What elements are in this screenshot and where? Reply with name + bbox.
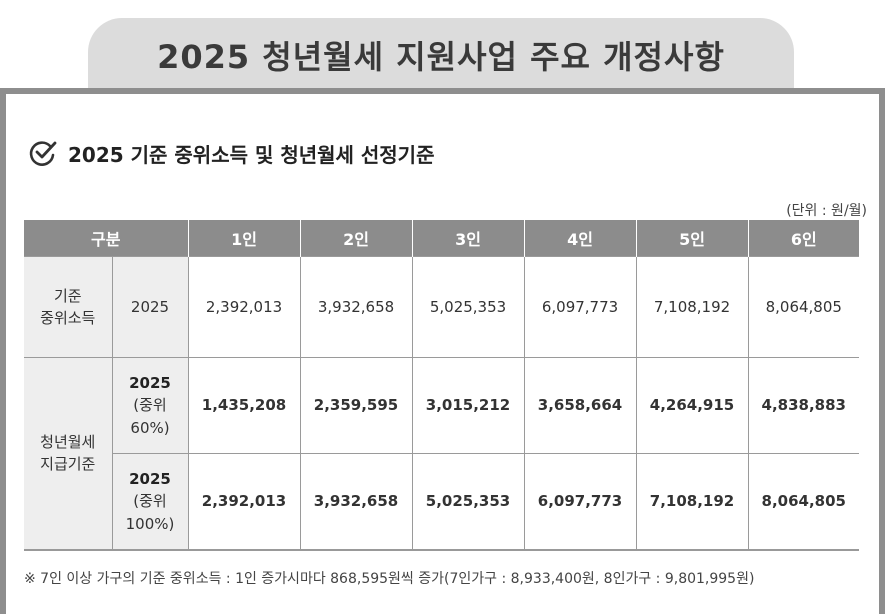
header-col: 4인 bbox=[523, 220, 637, 257]
table-cell: 3,932,658 bbox=[299, 256, 413, 358]
footnote: ※ 7인 이상 가구의 기준 중위소득 : 1인 증가시마다 868,595원씩… bbox=[24, 571, 755, 587]
table-cell: 2,392,013 bbox=[187, 453, 301, 550]
table-cell: 6,097,773 bbox=[523, 256, 637, 358]
table-cell: 3,015,212 bbox=[411, 357, 525, 454]
table-cell: 2,392,013 bbox=[187, 256, 301, 358]
row-category-median: 기준 중위소득 bbox=[24, 256, 113, 358]
table-header-row: 구분 1인 2인 3인 4인 5인 6인 bbox=[24, 220, 860, 257]
page-title: 2025 청년월세 지원사업 주요 개정사항 bbox=[157, 38, 725, 76]
table-cell: 7,108,192 bbox=[635, 256, 749, 358]
header-col: 5인 bbox=[635, 220, 749, 257]
content-panel: 2025 기준 중위소득 및 청년월세 선정기준 (단위 : 원/월) 구분 1… bbox=[0, 88, 885, 614]
check-circle-icon bbox=[29, 141, 57, 166]
table-cell: 5,025,353 bbox=[411, 256, 525, 358]
table-cell: 8,064,805 bbox=[747, 453, 860, 550]
row-sub-label: 2025 bbox=[111, 256, 189, 358]
table-cell: 1,435,208 bbox=[187, 357, 301, 454]
criteria-table: 구분 1인 2인 3인 4인 5인 6인 기준 중위소득 2025 2,392,… bbox=[24, 220, 860, 551]
section-title: 2025 기준 중위소득 및 청년월세 선정기준 bbox=[68, 142, 435, 167]
table-row: 청년월세 지급기준 2025 (중위 60%) 1,435,208 2,359,… bbox=[24, 357, 860, 550]
table-row: 기준 중위소득 2025 2,392,013 3,932,658 5,025,3… bbox=[24, 256, 860, 358]
header-col: 2인 bbox=[299, 220, 413, 257]
table-cell: 5,025,353 bbox=[411, 453, 525, 550]
header-col: 3인 bbox=[411, 220, 525, 257]
table-cell: 6,097,773 bbox=[523, 453, 637, 550]
header-col: 1인 bbox=[187, 220, 301, 257]
table-cell: 3,658,664 bbox=[523, 357, 637, 454]
row-category-support: 청년월세 지급기준 bbox=[24, 357, 113, 550]
table-cell: 7,108,192 bbox=[635, 453, 749, 550]
row-sub-label: 2025 (중위 60%) bbox=[111, 357, 189, 454]
header-category: 구분 bbox=[24, 220, 189, 257]
table-cell: 8,064,805 bbox=[747, 256, 860, 358]
table-cell: 4,264,915 bbox=[635, 357, 749, 454]
table-cell: 2,359,595 bbox=[299, 357, 413, 454]
header-col: 6인 bbox=[747, 220, 860, 257]
title-tab: 2025 청년월세 지원사업 주요 개정사항 bbox=[88, 18, 794, 94]
unit-label: (단위 : 원/월) bbox=[786, 203, 867, 219]
row-sub-label: 2025 (중위 100%) bbox=[112, 453, 189, 550]
table-cell: 4,838,883 bbox=[747, 357, 860, 454]
table-row: 2025 (중위 100%) 2,392,013 3,932,658 5,025… bbox=[24, 453, 860, 550]
table-cell: 3,932,658 bbox=[299, 453, 413, 550]
section-heading: 2025 기준 중위소득 및 청년월세 선정기준 bbox=[28, 138, 434, 168]
